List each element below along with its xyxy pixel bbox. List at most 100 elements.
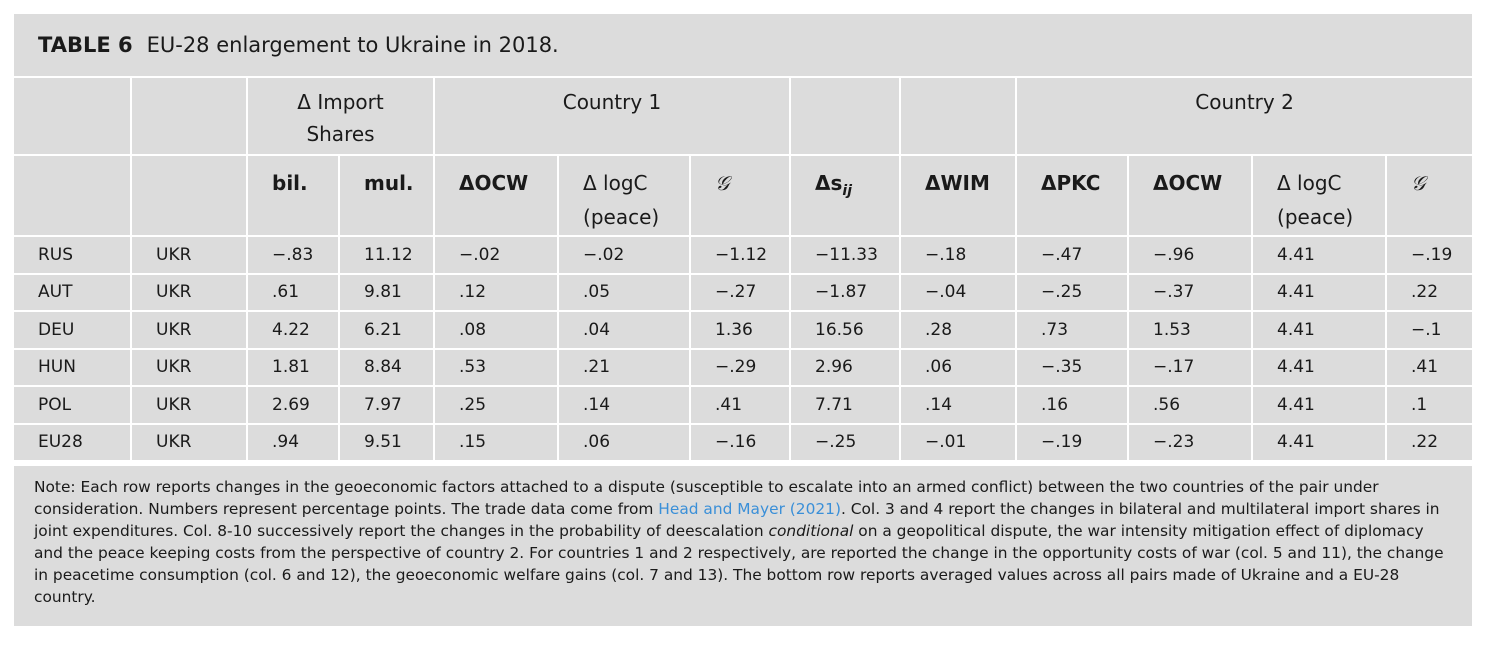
table-cell: −1.12 (691, 237, 792, 275)
table-cell: .73 (1017, 312, 1130, 350)
table-cell: −.1 (1387, 312, 1473, 350)
table-row: EU28 UKR .94 9.51.15.06 −.16 −.25 −.01 −.19 −.23… (14, 424, 1473, 462)
note-text-3: on a geopolitical dispute, the war inten… (34, 522, 1444, 606)
table-cell: UKR (132, 274, 248, 312)
header-country-2: Country 2 (1017, 76, 1473, 156)
table-cell: POL (14, 387, 132, 425)
table-cell: −.01 (901, 424, 1018, 462)
table-cell: .41 (691, 387, 792, 425)
table-cell: HUN (14, 349, 132, 387)
table-cell: .16 (1017, 387, 1130, 425)
table-cell: −.96 (1129, 237, 1254, 275)
table-cell: 1.81 (248, 349, 340, 387)
table-cell: −.37 (1129, 274, 1254, 312)
table-cell: .21 (559, 349, 692, 387)
table-cell: .94 (248, 424, 340, 462)
table-cell: .05 (559, 274, 692, 312)
table-cell: −.47 (1017, 237, 1130, 275)
table-cell: .12 (435, 274, 560, 312)
column-header: 𝒢 (1387, 156, 1473, 237)
column-header: mul. (340, 156, 436, 237)
table-cell: EU28 (14, 424, 132, 462)
table-cell: −1.87 (791, 274, 902, 312)
note-text-1: Note: Each row reports changes in the ge… (34, 478, 1379, 518)
table-row: HUN UKR 1.81 8.84.53.21 −.29 2.96.06 −.35 −.17 4… (14, 349, 1473, 387)
table-cell: −.29 (691, 349, 792, 387)
table-row: DEU UKR 4.22 6.21.08.04 1.36 16.56.28.73 1.53 4… (14, 312, 1473, 350)
data-table: Δ Import Shares Country 1 Country 2 bil.… (14, 76, 1473, 462)
header-row-2: bil. mul. ΔOCW Δ logC (peace) 𝒢 Δsij ΔWIM ΔPKC Δ… (14, 156, 1473, 237)
table-cell: −.83 (248, 237, 340, 275)
table-cell: .1 (1387, 387, 1473, 425)
table-caption: EU-28 enlargement to Ukraine in 2018. (146, 33, 559, 57)
table-row: POL UKR 2.69 7.97.25.14.41 7.71.14.16.56 4.41… (14, 387, 1473, 425)
table-label: TABLE 6 (38, 33, 133, 57)
column-header: ΔOCW (435, 156, 560, 237)
header-empty (14, 76, 132, 156)
table-cell: −.25 (1017, 274, 1130, 312)
table-cell: UKR (132, 237, 248, 275)
table-cell: 4.41 (1253, 387, 1388, 425)
header-empty (132, 76, 248, 156)
table-cell: .06 (901, 349, 1018, 387)
table-cell: 4.41 (1253, 349, 1388, 387)
column-header (14, 156, 132, 237)
column-header: Δsij (791, 156, 902, 237)
table-cell: 6.21 (340, 312, 436, 350)
table-cell: −11.33 (791, 237, 902, 275)
table-cell: −.04 (901, 274, 1018, 312)
table-cell: .22 (1387, 424, 1473, 462)
table-cell: .22 (1387, 274, 1473, 312)
table-title: TABLE 6 EU-28 enlargement to Ukraine in … (14, 14, 1472, 76)
column-header (132, 156, 248, 237)
table-cell: .15 (435, 424, 560, 462)
note-italic: conditional (768, 522, 854, 540)
table-cell: −.35 (1017, 349, 1130, 387)
citation-link[interactable]: Head and Mayer (2021) (658, 500, 841, 518)
table-cell: .08 (435, 312, 560, 350)
table-cell: 8.84 (340, 349, 436, 387)
table-cell: −.17 (1129, 349, 1254, 387)
table-cell: .04 (559, 312, 692, 350)
table-cell: .25 (435, 387, 560, 425)
table-cell: .41 (1387, 349, 1473, 387)
header-country-1: Country 1 (435, 76, 792, 156)
table-cell: 7.71 (791, 387, 902, 425)
table-cell: 4.41 (1253, 274, 1388, 312)
column-header: ΔPKC (1017, 156, 1130, 237)
column-header: Δ logC (peace) (559, 156, 692, 237)
header-empty (901, 76, 1018, 156)
table-cell: 4.41 (1253, 424, 1388, 462)
column-header: Δ logC (peace) (1253, 156, 1388, 237)
table-cell: DEU (14, 312, 132, 350)
table-cell: 2.96 (791, 349, 902, 387)
table-cell: −.02 (435, 237, 560, 275)
header-empty (791, 76, 902, 156)
table-row: AUT UKR .61 9.81.12.05 −.27 −1.87 −.04 −.25 −.37… (14, 274, 1473, 312)
table-cell: 16.56 (791, 312, 902, 350)
table-cell: −.02 (559, 237, 692, 275)
table-cell: −.18 (901, 237, 1018, 275)
table-cell: .14 (559, 387, 692, 425)
note-text-2: . Col. 3 and 4 report the changes in bil… (34, 500, 1440, 540)
table-cell: .06 (559, 424, 692, 462)
table-cell: UKR (132, 424, 248, 462)
table-cell: −.23 (1129, 424, 1254, 462)
table-cell: UKR (132, 349, 248, 387)
table-cell: .28 (901, 312, 1018, 350)
table-note: Note: Each row reports changes in the ge… (14, 466, 1472, 626)
table-cell: −.16 (691, 424, 792, 462)
table-cell: 1.53 (1129, 312, 1254, 350)
table-cell: 11.12 (340, 237, 436, 275)
header-import-shares: Δ Import Shares (248, 76, 436, 156)
table-cell: 4.22 (248, 312, 340, 350)
table-cell: .14 (901, 387, 1018, 425)
column-header: ΔWIM (901, 156, 1018, 237)
table-cell: −.27 (691, 274, 792, 312)
table-cell: AUT (14, 274, 132, 312)
table-cell: .56 (1129, 387, 1254, 425)
header-row-1: Δ Import Shares Country 1 Country 2 (14, 76, 1473, 156)
column-header: bil. (248, 156, 340, 237)
table-cell: 4.41 (1253, 237, 1388, 275)
column-header: 𝒢 (691, 156, 792, 237)
